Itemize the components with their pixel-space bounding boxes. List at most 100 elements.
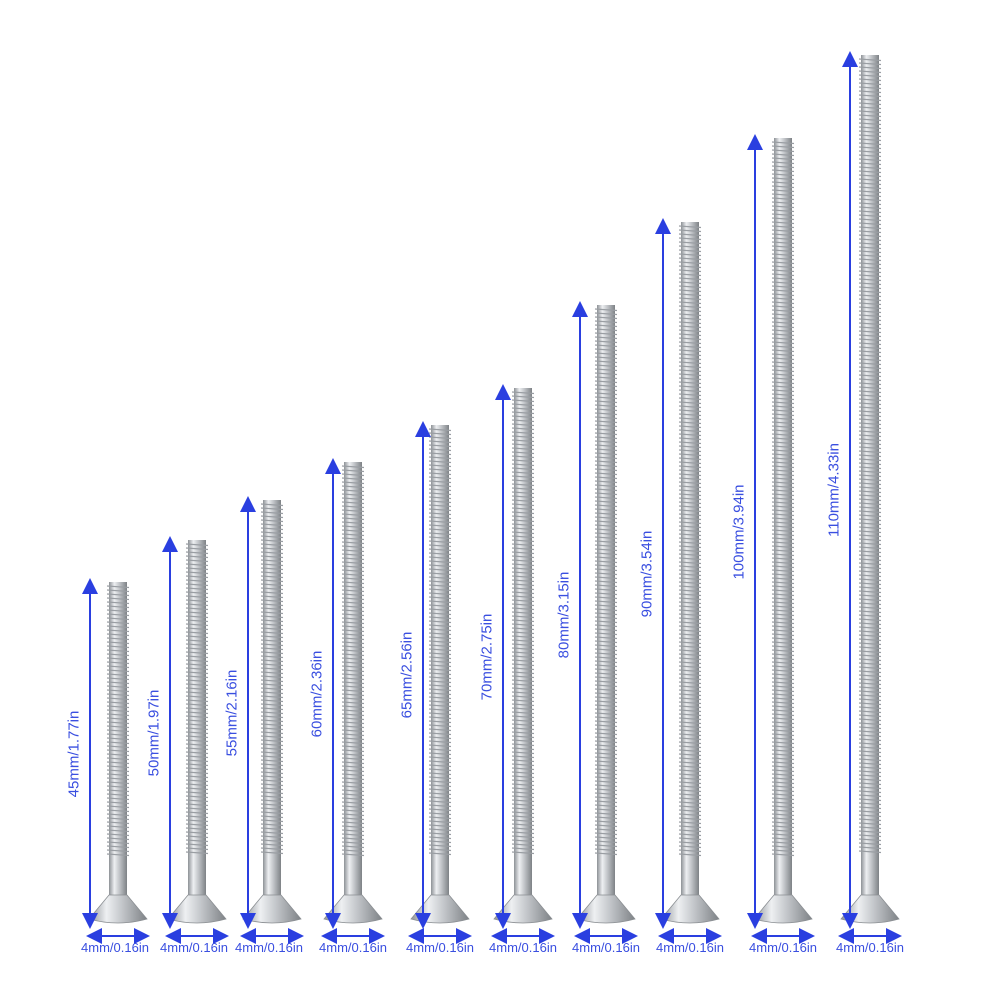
screw-thread (771, 181, 795, 185)
screw-thread (341, 745, 365, 749)
screw-thread (594, 380, 618, 384)
screw-thread (185, 683, 209, 687)
screw-thread (771, 653, 795, 657)
screw-thread (428, 760, 452, 764)
screw-thread (185, 727, 209, 731)
screw-thread (185, 643, 209, 647)
screw-thread (771, 429, 795, 433)
screw-thread (678, 665, 702, 669)
diameter-label: 4mm/0.16in (319, 940, 387, 955)
screw-thread (106, 761, 130, 765)
screw-thread (260, 735, 284, 739)
screw-thread (771, 469, 795, 473)
screw-thread (678, 593, 702, 597)
screw-thread (185, 815, 209, 819)
screw-thread (428, 852, 452, 856)
screw-thread (858, 198, 882, 202)
screw-thread (771, 397, 795, 401)
screw-thread (106, 737, 130, 741)
screw-thread (771, 489, 795, 493)
screw-thread (428, 456, 452, 460)
screw-thread (341, 469, 365, 473)
screw-thread (341, 673, 365, 677)
screw-thread (594, 456, 618, 460)
screw-thread (594, 748, 618, 752)
screw-thread (771, 797, 795, 801)
screw-thread (771, 337, 795, 341)
screw-thread (771, 533, 795, 537)
screw-thread (678, 785, 702, 789)
screw-thread (594, 436, 618, 440)
screw-thread (511, 483, 535, 487)
screw-thread (771, 441, 795, 445)
screw-thread (771, 373, 795, 377)
screw-thread (428, 588, 452, 592)
screw-thread (106, 785, 130, 789)
screw-thread (858, 394, 882, 398)
screw-thread (594, 408, 618, 412)
screw-thread (858, 142, 882, 146)
screw-thread (594, 320, 618, 324)
screw-thread (511, 851, 535, 855)
screw-thread (858, 314, 882, 318)
screw-thread (771, 741, 795, 745)
screw-thread (594, 648, 618, 652)
screw-thread (260, 839, 284, 843)
screw-thread (106, 625, 130, 629)
screw-thread (858, 378, 882, 382)
screw-thread (858, 242, 882, 246)
screw-thread (771, 273, 795, 277)
screw-thread (678, 809, 702, 813)
screw-thread (858, 618, 882, 622)
screw-thread (428, 704, 452, 708)
screw-thread (858, 654, 882, 658)
screw-thread (260, 611, 284, 615)
screw-thread (858, 402, 882, 406)
screw-thread (428, 768, 452, 772)
screw-thread (428, 628, 452, 632)
screw-thread (428, 844, 452, 848)
screw-thread (511, 819, 535, 823)
screw-thread (771, 293, 795, 297)
screw-thread (678, 537, 702, 541)
screw-thread (678, 757, 702, 761)
screw-thread (594, 452, 618, 456)
screw-thread (260, 847, 284, 851)
screw-thread (678, 801, 702, 805)
screw-thread (771, 817, 795, 821)
screw-thread (678, 321, 702, 325)
screw-thread (594, 532, 618, 536)
screw-thread (858, 326, 882, 330)
screw-thread (106, 605, 130, 609)
screw-thread (678, 613, 702, 617)
screw-thread (185, 647, 209, 651)
screw-thread (771, 493, 795, 497)
screw-thread (771, 157, 795, 161)
screw-thread (260, 787, 284, 791)
screw-thread (771, 185, 795, 189)
screw-thread (594, 424, 618, 428)
screw-thread (594, 356, 618, 360)
screw-thread (678, 545, 702, 549)
screw-thread (511, 399, 535, 403)
screw-thread (106, 697, 130, 701)
screw-thread (511, 679, 535, 683)
screw-thread (771, 369, 795, 373)
screw-thread (594, 568, 618, 572)
screw-thread (260, 767, 284, 771)
screw-thread (678, 313, 702, 317)
screw-thread (511, 475, 535, 479)
screw-thread (511, 439, 535, 443)
screw-thread (511, 527, 535, 531)
screw-thread (771, 201, 795, 205)
screw-thread (185, 603, 209, 607)
screw-thread (771, 721, 795, 725)
screw-thread (511, 823, 535, 827)
screw-thread (771, 525, 795, 529)
screw-thread (771, 517, 795, 521)
screw-thread (185, 731, 209, 735)
screw-thread (678, 629, 702, 633)
screw-thread (594, 672, 618, 676)
screw-thread (858, 170, 882, 174)
screw-thread (678, 289, 702, 293)
